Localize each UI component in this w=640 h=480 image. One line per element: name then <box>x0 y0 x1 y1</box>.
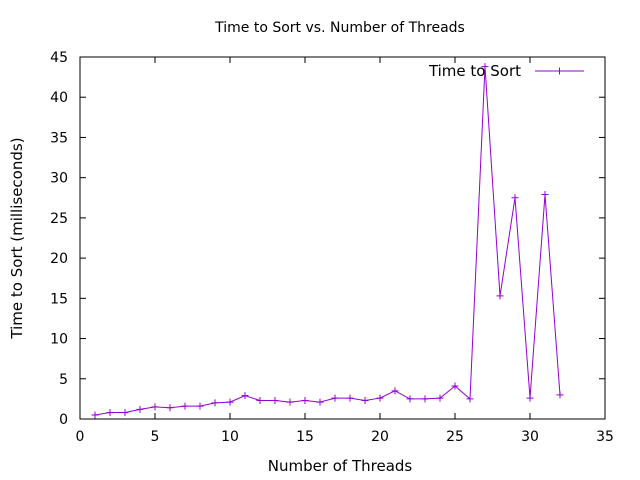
x-tick-label: 20 <box>371 429 389 445</box>
data-point <box>151 403 159 411</box>
data-point <box>466 395 474 403</box>
x-axis-label: Number of Threads <box>268 457 413 475</box>
data-point <box>421 395 429 403</box>
data-point <box>526 394 534 402</box>
data-point <box>391 387 399 395</box>
y-tick-label: 35 <box>50 130 68 146</box>
data-point <box>331 394 339 402</box>
legend-marker <box>556 67 563 75</box>
series-line <box>94 66 561 416</box>
chart-title: Time to Sort vs. Number of Threads <box>214 20 465 36</box>
y-tick-label: 15 <box>50 291 68 307</box>
y-tick-label: 45 <box>50 50 68 66</box>
data-point <box>481 63 489 71</box>
y-tick-label: 25 <box>50 211 68 227</box>
x-axis: 0 5 10 15 20 25 30 35 <box>76 57 614 445</box>
y-tick-label: 20 <box>50 251 68 267</box>
series-layer <box>91 63 564 419</box>
data-point <box>286 398 294 406</box>
data-point <box>556 391 564 399</box>
data-point <box>211 399 219 407</box>
data-point <box>136 405 144 413</box>
x-tick-label: 5 <box>151 429 160 445</box>
y-tick-label: 5 <box>59 372 68 388</box>
y-tick-label: 30 <box>50 171 68 187</box>
x-tick-label: 25 <box>446 429 464 445</box>
legend-label: Time to Sort <box>428 62 521 80</box>
data-point <box>541 191 549 199</box>
data-point <box>226 398 234 406</box>
data-point <box>241 392 249 400</box>
data-point <box>196 402 204 410</box>
x-tick-label: 15 <box>296 429 314 445</box>
y-tick-label: 40 <box>50 90 68 106</box>
y-axis-label: Time to Sort (milliseconds) <box>8 137 26 339</box>
data-point <box>496 292 504 300</box>
x-tick-label: 35 <box>596 429 614 445</box>
data-point <box>256 396 264 404</box>
data-point <box>271 396 279 404</box>
data-point <box>106 409 114 417</box>
data-point <box>301 396 309 404</box>
y-axis: 0 5 10 15 20 25 30 35 40 45 <box>50 50 605 428</box>
plot-frame <box>79 56 606 420</box>
data-point <box>121 409 129 417</box>
y-tick-label: 10 <box>50 332 68 348</box>
x-tick-label: 30 <box>521 429 539 445</box>
data-point <box>361 396 369 404</box>
data-point <box>166 404 174 412</box>
x-tick-label: 0 <box>76 429 85 445</box>
data-point <box>406 395 414 403</box>
data-point <box>181 402 189 410</box>
data-point <box>346 394 354 402</box>
data-point <box>316 398 324 406</box>
data-point <box>451 382 459 390</box>
data-point <box>376 394 384 402</box>
x-tick-label: 10 <box>221 429 239 445</box>
data-point <box>511 194 519 202</box>
data-point <box>91 411 99 419</box>
data-point <box>436 394 444 402</box>
legend: Time to Sort <box>428 62 584 80</box>
y-tick-label: 0 <box>59 412 68 428</box>
